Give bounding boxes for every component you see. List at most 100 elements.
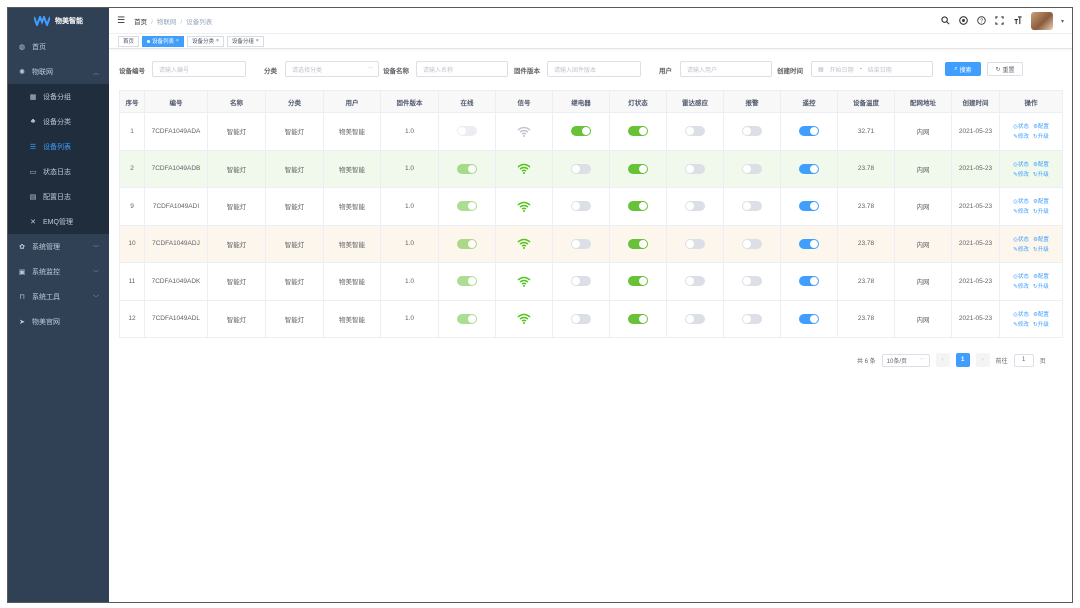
upgrade-link[interactable]: ↻升级 bbox=[1033, 170, 1049, 178]
sidebar-item-system[interactable]: ✿ 系统管理 ﹀ bbox=[8, 234, 109, 259]
page-number-current[interactable]: 1 bbox=[955, 353, 970, 367]
close-icon[interactable]: × bbox=[255, 38, 259, 44]
sidebar-item-iot[interactable]: ✺ 物联网 ︿ bbox=[8, 59, 109, 84]
close-icon[interactable]: × bbox=[215, 38, 219, 44]
alarm-switch[interactable] bbox=[742, 201, 762, 212]
upgrade-link[interactable]: ↻升级 bbox=[1033, 282, 1049, 290]
search-button[interactable]: ⌕ 搜索 bbox=[945, 62, 981, 76]
font-size-icon[interactable] bbox=[1013, 15, 1023, 27]
upgrade-link[interactable]: ↻升级 bbox=[1033, 320, 1049, 328]
edit-link[interactable]: ✎修改 bbox=[1013, 170, 1029, 178]
config-link[interactable]: ⚙配置 bbox=[1033, 272, 1049, 280]
edit-link[interactable]: ✎修改 bbox=[1013, 132, 1029, 140]
sidebar-item-device-list[interactable]: ☰ 设备列表 bbox=[8, 134, 109, 159]
remote-switch[interactable] bbox=[799, 238, 819, 249]
radar-switch[interactable] bbox=[685, 313, 705, 324]
light-switch[interactable] bbox=[628, 126, 648, 137]
remote-switch[interactable] bbox=[799, 201, 819, 212]
sidebar-item-home[interactable]: ◍ 首页 bbox=[8, 34, 109, 59]
relay-switch[interactable] bbox=[571, 126, 591, 137]
page-size-select[interactable]: 10条/页 ﹀ bbox=[881, 353, 930, 367]
light-switch[interactable] bbox=[628, 201, 648, 212]
radar-switch[interactable] bbox=[685, 276, 705, 287]
firmware-input[interactable]: 请输入固件版本 bbox=[547, 61, 641, 77]
upgrade-link[interactable]: ↻升级 bbox=[1033, 132, 1049, 140]
edit-link[interactable]: ✎修改 bbox=[1013, 245, 1029, 253]
date-range-picker[interactable]: ▦ 开始日期 - 结束日期 bbox=[811, 61, 933, 77]
device-no-input[interactable]: 请输入编号 bbox=[152, 61, 246, 77]
table-row[interactable]: 1 7CDFA1049ADA 智能灯 智能灯 物美智能 1.0 32.71 内网 2021-05… bbox=[119, 112, 1063, 151]
light-switch[interactable] bbox=[628, 276, 648, 287]
tag-device-group[interactable]: 设备分组 × bbox=[226, 35, 264, 47]
sidebar-item-emq[interactable]: ✕ EMQ管理 bbox=[8, 209, 109, 234]
next-page-button[interactable]: › bbox=[975, 353, 990, 367]
table-row[interactable]: 2 7CDFA1049ADB 智能灯 智能灯 物美智能 1.0 23.78 内网 2021-05… bbox=[119, 149, 1063, 188]
status-link[interactable]: ◎状态 bbox=[1013, 310, 1029, 318]
config-link[interactable]: ⚙配置 bbox=[1033, 310, 1049, 318]
radar-switch[interactable] bbox=[685, 238, 705, 249]
remote-switch[interactable] bbox=[799, 126, 819, 137]
config-link[interactable]: ⚙配置 bbox=[1033, 235, 1049, 243]
sidebar-item-tools[interactable]: ⊓ 系统工具 ﹀ bbox=[8, 284, 109, 309]
relay-switch[interactable] bbox=[571, 238, 591, 249]
relay-switch[interactable] bbox=[571, 163, 591, 174]
table-row[interactable]: 11 7CDFA1049ADK 智能灯 智能灯 物美智能 1.0 23.78 内网 2021-0… bbox=[119, 262, 1063, 301]
config-link[interactable]: ⚙配置 bbox=[1033, 160, 1049, 168]
alarm-switch[interactable] bbox=[742, 276, 762, 287]
breadcrumb-home[interactable]: 首页 bbox=[134, 18, 148, 26]
config-link[interactable]: ⚙配置 bbox=[1033, 197, 1049, 205]
light-switch[interactable] bbox=[628, 313, 648, 324]
github-icon[interactable] bbox=[959, 15, 969, 27]
relay-switch[interactable] bbox=[571, 276, 591, 287]
prev-page-button[interactable]: ‹ bbox=[935, 353, 950, 367]
light-switch[interactable] bbox=[628, 238, 648, 249]
upgrade-link[interactable]: ↻升级 bbox=[1033, 245, 1049, 253]
alarm-switch[interactable] bbox=[742, 126, 762, 137]
remote-switch[interactable] bbox=[799, 313, 819, 324]
alarm-switch[interactable] bbox=[742, 313, 762, 324]
remote-switch[interactable] bbox=[799, 276, 819, 287]
relay-switch[interactable] bbox=[571, 313, 591, 324]
fullscreen-icon[interactable] bbox=[995, 15, 1005, 27]
radar-switch[interactable] bbox=[685, 201, 705, 212]
hamburger-icon[interactable]: ☰ bbox=[117, 15, 126, 25]
close-icon[interactable]: × bbox=[176, 38, 179, 44]
config-link[interactable]: ⚙配置 bbox=[1033, 122, 1049, 130]
relay-switch[interactable] bbox=[571, 201, 591, 212]
sidebar-item-config-log[interactable]: ▤ 配置日志 bbox=[8, 184, 109, 209]
status-link[interactable]: ◎状态 bbox=[1013, 122, 1029, 130]
radar-switch[interactable] bbox=[685, 126, 705, 137]
status-link[interactable]: ◎状态 bbox=[1013, 197, 1029, 205]
help-icon[interactable]: ? bbox=[977, 15, 987, 27]
sidebar-item-monitor[interactable]: ▣ 系统监控 ﹀ bbox=[8, 259, 109, 284]
light-switch[interactable] bbox=[628, 163, 648, 174]
sidebar-item-website[interactable]: ➤ 物美官网 bbox=[8, 309, 109, 334]
table-row[interactable]: 9 7CDFA1049ADI 智能灯 智能灯 物美智能 1.0 23.78 内网 2021-05… bbox=[119, 187, 1063, 226]
goto-page-input[interactable]: 1 bbox=[1013, 353, 1034, 367]
caret-down-icon[interactable]: ▾ bbox=[1060, 18, 1064, 25]
edit-link[interactable]: ✎修改 bbox=[1013, 282, 1029, 290]
category-select[interactable]: 请选择分类 ﹀ bbox=[285, 61, 379, 77]
status-link[interactable]: ◎状态 bbox=[1013, 235, 1029, 243]
radar-switch[interactable] bbox=[685, 163, 705, 174]
edit-link[interactable]: ✎修改 bbox=[1013, 320, 1029, 328]
avatar[interactable] bbox=[1030, 12, 1053, 30]
alarm-switch[interactable] bbox=[742, 163, 762, 174]
upgrade-link[interactable]: ↻升级 bbox=[1033, 207, 1049, 215]
tag-device-list[interactable]: 设备列表 × bbox=[142, 35, 184, 47]
table-row[interactable]: 12 7CDFA1049ADL 智能灯 智能灯 物美智能 1.0 23.78 内网 2021-0… bbox=[119, 299, 1063, 338]
table-row[interactable]: 10 7CDFA1049ADJ 智能灯 智能灯 物美智能 1.0 23.78 内网 2021-0… bbox=[119, 224, 1063, 263]
alarm-switch[interactable] bbox=[742, 238, 762, 249]
reset-button[interactable]: ↻ 重置 bbox=[987, 62, 1023, 76]
sidebar-item-status-log[interactable]: ▭ 状态日志 bbox=[8, 159, 109, 184]
tag-home[interactable]: 首页 bbox=[118, 35, 140, 47]
user-input[interactable]: 请输入用户 bbox=[680, 61, 772, 77]
device-name-input[interactable]: 请输入名称 bbox=[416, 61, 508, 77]
logo[interactable]: 物美智能 bbox=[8, 8, 109, 34]
sidebar-item-device-group[interactable]: ▦ 设备分组 bbox=[8, 84, 109, 109]
status-link[interactable]: ◎状态 bbox=[1013, 272, 1029, 280]
search-icon[interactable] bbox=[941, 15, 951, 27]
sidebar-item-device-category[interactable]: ♣ 设备分类 bbox=[8, 109, 109, 134]
status-link[interactable]: ◎状态 bbox=[1013, 160, 1029, 168]
remote-switch[interactable] bbox=[799, 163, 819, 174]
